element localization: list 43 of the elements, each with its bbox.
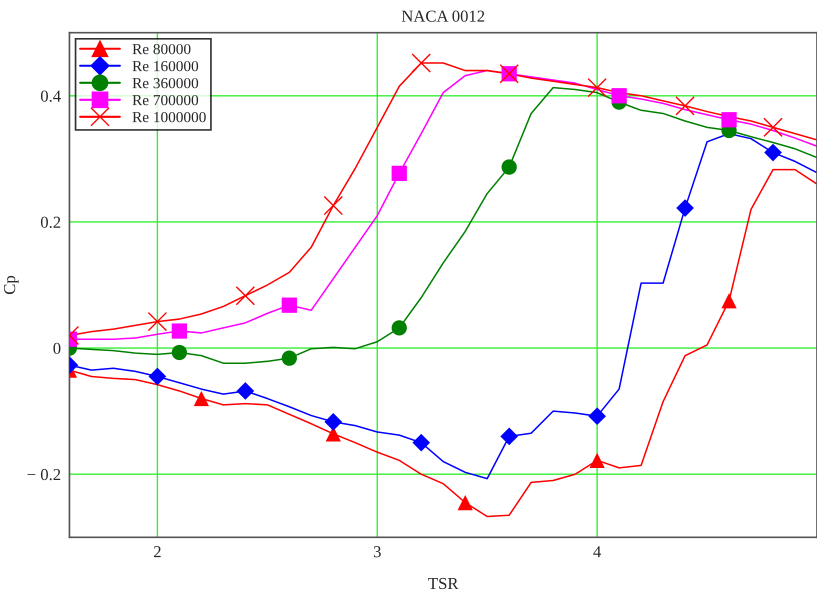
y-axis-title: Cp	[4, 276, 19, 294]
point	[611, 88, 627, 104]
point	[392, 166, 407, 182]
chart-title: NACA 0012	[402, 10, 484, 22]
point	[588, 407, 606, 426]
point	[676, 199, 694, 217]
point	[324, 196, 344, 216]
point	[282, 350, 297, 366]
point	[763, 118, 783, 138]
point	[721, 112, 737, 128]
point	[764, 144, 782, 162]
point	[587, 78, 607, 98]
point	[148, 368, 166, 386]
legend-label: Re 700000	[132, 94, 198, 106]
x-tick-label: 4	[593, 546, 602, 558]
y-tick-label: 0.2	[40, 216, 60, 228]
point	[392, 320, 407, 336]
point	[172, 323, 188, 339]
x-tick-label: 2	[154, 546, 161, 558]
point	[412, 53, 431, 73]
point	[236, 382, 254, 400]
point	[282, 298, 297, 313]
legend-label: Re 360000	[132, 78, 198, 88]
y-tick-label: 0.4	[40, 90, 61, 102]
y-tick-label: 0	[53, 342, 60, 354]
point	[589, 452, 605, 468]
point	[172, 344, 188, 360]
point	[721, 293, 737, 308]
point	[675, 96, 695, 116]
point	[458, 494, 473, 510]
point	[324, 413, 342, 431]
x-tick-label: 3	[374, 546, 381, 558]
point	[236, 286, 256, 306]
point	[412, 434, 430, 452]
point	[194, 390, 210, 406]
legend-label: Re 160000	[132, 60, 198, 72]
point	[500, 428, 518, 446]
point	[148, 312, 168, 332]
legend-label: Re 1000000	[132, 112, 206, 122]
point	[502, 159, 517, 175]
x-axis-title: TSR	[428, 578, 458, 590]
legend-label: Re 80000	[132, 44, 190, 54]
y-tick-label: − 0.2	[28, 468, 60, 480]
